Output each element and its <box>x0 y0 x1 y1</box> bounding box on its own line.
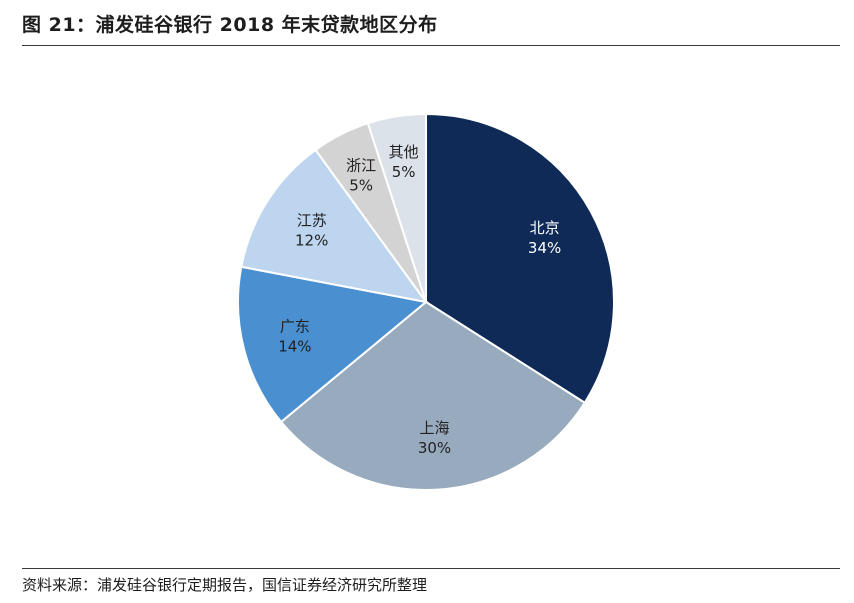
pie-slice-guangdong <box>237 265 429 424</box>
source-note: 资料来源：浦发硅谷银行定期报告，国信证券经济研究所整理 <box>22 576 428 594</box>
slice-value-guangdong: 14% <box>278 338 311 356</box>
slice-value-beijing: 34% <box>528 239 561 257</box>
slice-label-shanghai: 上海 <box>419 419 449 437</box>
slice-label-zhejiang: 浙江 <box>346 157 376 175</box>
slice-value-shanghai: 30% <box>418 439 451 457</box>
page-title: 图 21：浦发硅谷银行 2018 年末贷款地区分布 <box>22 14 438 36</box>
slice-label-other: 其他 <box>389 143 419 161</box>
title-divider <box>22 45 840 46</box>
slice-label-guangdong: 广东 <box>280 318 310 336</box>
pie-slice-jiangsu <box>240 148 429 304</box>
pie-slice-other <box>366 112 427 303</box>
slice-value-jiangsu: 12% <box>295 232 328 250</box>
pie-slice-shanghai <box>279 300 587 492</box>
slice-label-jiangsu: 江苏 <box>297 212 327 230</box>
slice-value-zhejiang: 5% <box>349 177 373 195</box>
source-divider <box>22 568 840 569</box>
pie-slice-beijing <box>425 112 615 405</box>
slice-label-beijing: 北京 <box>530 219 560 237</box>
slice-value-other: 5% <box>392 163 416 181</box>
